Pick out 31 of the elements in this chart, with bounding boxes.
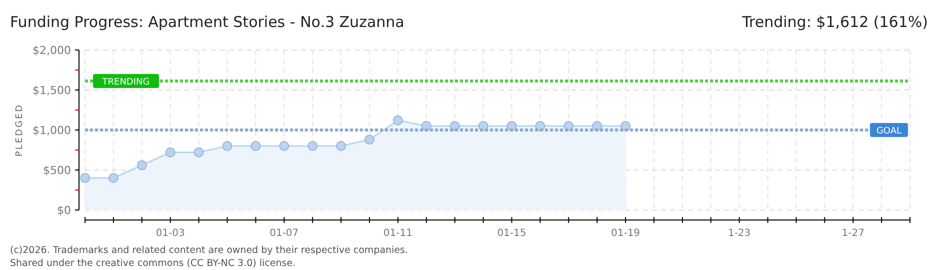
y-tick-label: $0 [57,204,71,217]
ref-line-label: TRENDING [101,78,150,88]
point [250,141,261,151]
x-tick-label: 1-23 [728,228,751,239]
point [194,147,204,158]
point [136,160,147,170]
y-axis-title: PLEDGED [15,103,25,157]
x-tick-label: 1-27 [842,228,864,239]
y-tick-label: $2,000 [32,44,71,57]
x-tick-label: 01-03 [156,228,185,239]
point [279,141,290,151]
point [364,134,374,145]
x-tick-label: 01-15 [497,228,526,239]
point [392,115,403,126]
point [108,173,118,183]
chart-title: Funding Progress: Apartment Stories - No.3 Zuzanna [10,13,404,31]
y-tick-label: $1,500 [32,84,71,97]
y-tick-label: $1,000 [32,124,71,137]
point [165,147,176,158]
point [80,173,90,183]
x-tick-label: 01-19 [610,228,640,239]
text: Shared under the creative commons (CC BY-NC 3.0) license. [10,258,296,269]
point [308,141,318,151]
x-tick-label: 01-07 [270,228,299,239]
text: (c)2026. Trademarks and related content are owned by their respective companies. [10,245,408,256]
chart-subtitle: Trending: $1,612 (161%) [741,13,928,31]
ref-line-label: GOAL [876,126,902,136]
point [336,141,346,151]
y-tick-label: $500 [43,164,71,177]
x-tick-label: 01-11 [383,228,412,239]
point [222,141,232,151]
